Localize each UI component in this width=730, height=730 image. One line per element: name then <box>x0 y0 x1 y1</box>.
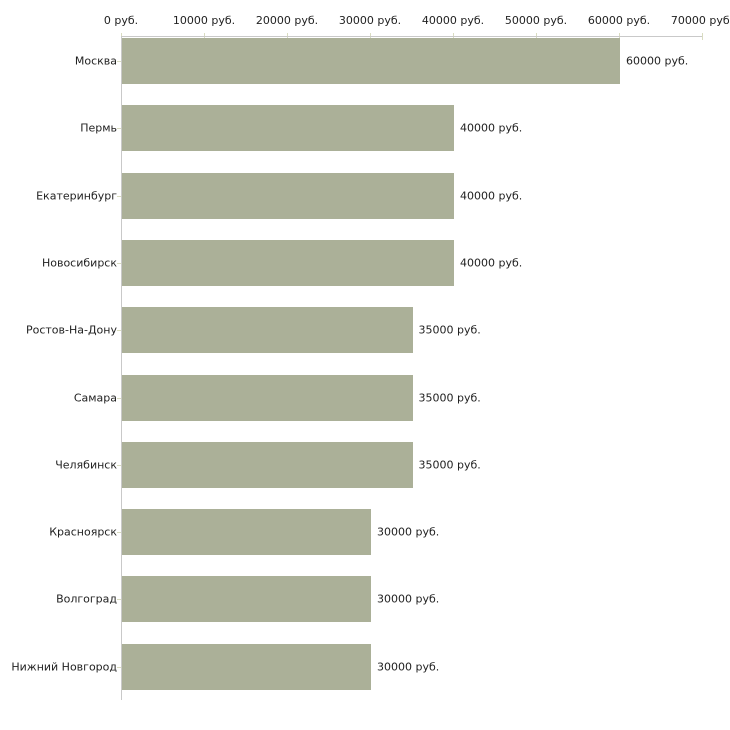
y-axis-line <box>121 36 122 700</box>
x-tick-label: 0 руб. <box>103 14 139 27</box>
x-tick-label: 30000 руб. <box>338 14 402 27</box>
y-tick-mark <box>117 666 121 668</box>
bar <box>122 643 371 690</box>
category-label: Волгоград <box>56 592 117 606</box>
x-tick-mark <box>702 33 703 40</box>
y-tick-mark <box>117 532 121 534</box>
y-tick-mark <box>117 464 121 466</box>
category-label: Москва <box>74 54 117 68</box>
category-label: Красноярск <box>49 525 117 539</box>
value-label: 60000 руб. <box>626 54 689 68</box>
x-axis-line <box>121 36 702 37</box>
y-tick-mark <box>117 397 121 399</box>
bar <box>122 105 454 152</box>
category-label: Новосибирск <box>41 256 117 270</box>
y-tick-mark <box>117 330 121 332</box>
bar <box>122 509 371 556</box>
value-label: 35000 руб. <box>418 323 481 337</box>
category-label: Пермь <box>80 121 117 135</box>
value-label: 40000 руб. <box>460 189 523 203</box>
value-label: 40000 руб. <box>460 121 523 135</box>
value-label: 30000 руб. <box>377 592 440 606</box>
bar <box>122 576 371 623</box>
x-tick-label: 50000 руб. <box>504 14 568 27</box>
y-tick-mark <box>117 262 121 264</box>
x-tick-label: 20000 руб. <box>255 14 319 27</box>
value-label: 40000 руб. <box>460 256 523 270</box>
y-tick-mark <box>117 599 121 601</box>
bar <box>122 441 413 488</box>
category-label: Самара <box>73 391 117 404</box>
x-tick-label: 40000 руб. <box>421 14 485 27</box>
value-label: 30000 руб. <box>377 660 440 674</box>
x-tick-label: 70000 руб. <box>670 14 730 27</box>
y-tick-mark <box>117 61 121 62</box>
bar <box>122 239 454 286</box>
y-tick-mark <box>117 128 121 130</box>
value-label: 30000 руб. <box>377 525 440 539</box>
value-label: 35000 руб. <box>418 391 481 404</box>
bar <box>122 307 413 354</box>
bar <box>122 172 454 219</box>
category-label: Нижний Новгород <box>11 660 117 674</box>
category-label: Ростов-На-Дону <box>25 323 117 337</box>
category-label: Челябинск <box>55 458 117 472</box>
value-label: 35000 руб. <box>418 458 481 472</box>
y-tick-mark <box>117 195 121 197</box>
x-tick-label: 60000 руб. <box>587 14 651 27</box>
bar <box>122 38 620 84</box>
bar <box>122 374 413 421</box>
x-tick-label: 10000 руб. <box>172 14 236 27</box>
category-label: Екатеринбург <box>36 189 117 203</box>
